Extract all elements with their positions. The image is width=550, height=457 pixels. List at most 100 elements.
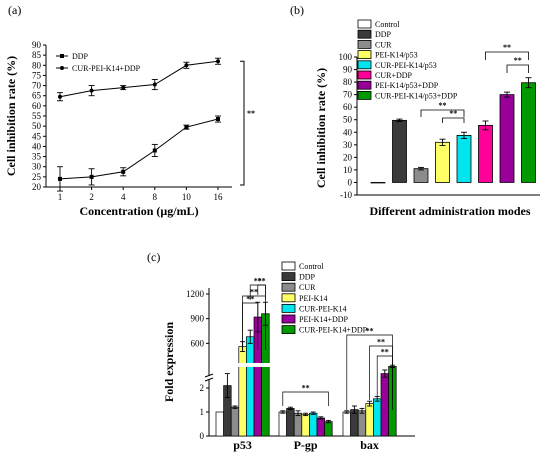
series-line bbox=[59, 118, 219, 180]
bar-cur-pei-k14-ddp bbox=[324, 421, 333, 437]
legend-label: CUR bbox=[375, 40, 392, 49]
bar-cur-pei-k14 bbox=[246, 336, 255, 437]
significance-bracket bbox=[485, 51, 529, 60]
y-tick-label: 25 bbox=[32, 172, 42, 182]
panel-b-label: (b) bbox=[290, 3, 304, 17]
legend-swatch bbox=[357, 40, 372, 49]
legend-label: CUR-PEI-K14/p53+DDP bbox=[375, 91, 458, 100]
y-axis-title: Fold expression bbox=[162, 322, 176, 402]
data-point bbox=[152, 82, 157, 87]
y-tick-label: 100 bbox=[339, 52, 353, 62]
bar-cur-pei-k14-p53-ddp bbox=[521, 82, 536, 183]
data-point bbox=[89, 88, 94, 93]
x-tick-label: p53 bbox=[233, 438, 252, 452]
significance-bracket bbox=[282, 391, 329, 406]
error-bar bbox=[439, 138, 446, 146]
y-tick-label: 30 bbox=[343, 140, 353, 150]
y-tick-label: 1 bbox=[200, 407, 205, 417]
y-tick-label: 40 bbox=[32, 141, 42, 151]
legend-swatch bbox=[357, 91, 372, 100]
legend-swatch bbox=[357, 29, 372, 39]
y-tick-label: 65 bbox=[32, 91, 42, 101]
y-tick-label: 45 bbox=[32, 131, 42, 141]
y-tick-label: 75 bbox=[32, 70, 42, 80]
panel-b: (b) -10 0 10 20 30 40 50 60 70 80 90 100 Different ad… bbox=[290, 3, 540, 218]
y-tick-label: 1200 bbox=[186, 289, 205, 299]
bar-pei-k14 bbox=[238, 346, 247, 437]
legend-swatch bbox=[281, 261, 296, 271]
significance-label: ** bbox=[381, 348, 389, 357]
significance-label: ** bbox=[250, 288, 258, 297]
panel-a-label: (a) bbox=[8, 3, 21, 17]
series-line bbox=[59, 60, 219, 98]
data-point bbox=[89, 174, 94, 179]
error-bar bbox=[224, 373, 230, 399]
legend-label: DDP bbox=[375, 30, 392, 39]
axis-break-band bbox=[214, 363, 279, 367]
x-tick-label: 2 bbox=[89, 192, 94, 202]
data-point bbox=[216, 117, 220, 122]
error-bar bbox=[482, 120, 489, 131]
legend-marker bbox=[60, 54, 64, 58]
legend-swatch bbox=[357, 70, 372, 80]
bar-cur-ddp bbox=[478, 124, 493, 183]
y-tick-label: 80 bbox=[32, 60, 42, 70]
significance-bracket bbox=[242, 302, 259, 350]
bar-pei-k14-p53-ddp bbox=[499, 94, 515, 183]
y-tick-label: 2 bbox=[200, 383, 205, 393]
error-bar bbox=[351, 405, 357, 414]
y-tick-label: 20 bbox=[32, 182, 42, 192]
legend-swatch bbox=[281, 325, 296, 335]
axis-break-mark bbox=[204, 377, 214, 382]
significance-label: ** bbox=[366, 327, 374, 336]
legend-marker bbox=[60, 66, 64, 70]
bar-control bbox=[370, 182, 386, 184]
error-bar bbox=[396, 118, 403, 123]
significance-bracket bbox=[506, 64, 529, 73]
error-bar bbox=[525, 77, 532, 89]
significance-label: ** bbox=[377, 338, 385, 347]
x-axis-title: Concentration (μg/mL) bbox=[79, 204, 198, 218]
y-tick-label: 600 bbox=[191, 338, 205, 348]
error-bar bbox=[359, 407, 365, 414]
y-tick-label: 30 bbox=[32, 162, 42, 172]
significance-bracket bbox=[376, 355, 393, 396]
legend-label: CUR-PEI-K14+DDP bbox=[72, 64, 141, 73]
legend-label: CUR+DDP bbox=[375, 71, 413, 80]
significance-label: ** bbox=[247, 109, 255, 118]
legend-label: PEI-K14/p53 bbox=[375, 51, 418, 60]
data-point bbox=[184, 125, 189, 130]
bar-cur bbox=[230, 406, 240, 437]
series-ddp bbox=[57, 115, 221, 192]
legend-swatch bbox=[281, 293, 296, 303]
series-cur-pei-k14-ddp bbox=[57, 57, 221, 102]
significance-bracket bbox=[420, 109, 465, 117]
data-point bbox=[121, 85, 126, 90]
error-bar bbox=[382, 369, 388, 378]
panel-c-label: (c) bbox=[147, 250, 160, 264]
error-bar bbox=[344, 410, 350, 414]
significance-bracket bbox=[442, 117, 465, 123]
y-tick-label: 60 bbox=[343, 102, 353, 112]
legend-label: PEI-K14+DDP bbox=[299, 315, 349, 324]
y-tick-label: 35 bbox=[32, 152, 42, 162]
data-point bbox=[184, 63, 189, 68]
data-point bbox=[121, 169, 126, 174]
significance-label: ** bbox=[449, 109, 457, 118]
bar-cur-pei-k14-p53 bbox=[456, 135, 472, 183]
y-tick-label: 0 bbox=[200, 431, 205, 441]
error-bar bbox=[287, 406, 293, 411]
data-point bbox=[58, 176, 62, 181]
legend-swatch bbox=[357, 50, 372, 59]
bar-control bbox=[342, 411, 351, 437]
error-bar bbox=[504, 91, 510, 98]
legend-label: CUR-PEI-K14/p53 bbox=[375, 61, 437, 70]
y-tick-label: 70 bbox=[343, 90, 353, 100]
bar-pei-k14 bbox=[301, 414, 310, 437]
y-tick-label: 50 bbox=[343, 115, 353, 125]
data-point bbox=[58, 94, 62, 99]
y-tick-label: 80 bbox=[343, 77, 353, 87]
legend-label: PEI-K14/p53+DDP bbox=[375, 81, 439, 90]
significance-label: ** bbox=[514, 56, 522, 65]
